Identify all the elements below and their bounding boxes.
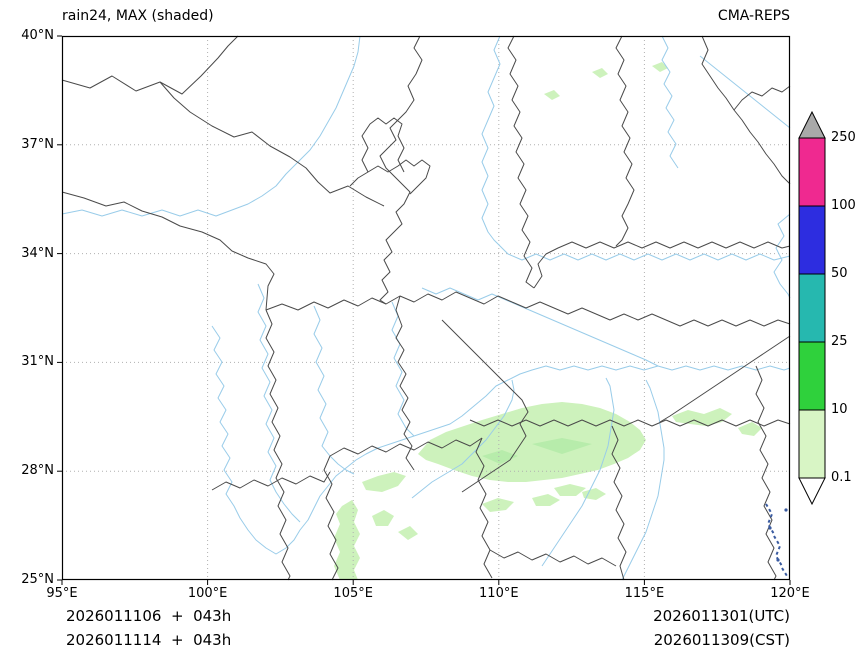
y-tick-label: 37°N [21,136,54,152]
axis-ticks [57,35,791,585]
coastline-marks [765,503,788,577]
colorbar-band-50-100 [798,205,826,275]
colorbar-band-25-50 [798,273,826,343]
x-tick-label: 105°E [333,586,373,601]
y-tick-label: 34°N [21,245,54,261]
valid-time-cst-label: 2026011309(CST) [653,631,790,649]
init-time-cst-label: 2026011114 + 043h [66,631,232,649]
init-time-utc-label: 2026011106 + 043h [66,607,232,625]
colorbar-band-10-25 [798,341,826,411]
plot-title: rain24, MAX (shaded) [62,8,214,24]
model-label: CMA-REPS [717,8,790,24]
colorbar-label: 100 [831,198,856,213]
map-background [62,36,790,580]
y-tick-label: 28°N [21,463,54,479]
colorbar-label: 25 [831,334,848,349]
x-tick-label: 115°E [624,586,665,601]
colorbar-band-0.1-10 [798,409,826,479]
y-tick-label: 31°N [21,354,54,370]
grid-lines [62,36,790,580]
colorbar-label: 10 [831,402,848,417]
x-tick-label: 110°E [479,586,519,601]
river-lines [61,35,791,581]
y-tick-label: 40°N [21,28,54,43]
colorbar-label: 50 [831,266,848,281]
x-tick-label: 95°E [46,586,78,601]
y-tick-label: 25°N [21,572,54,587]
x-tick-label: 100°E [187,586,228,601]
precipitation-shading [334,62,762,580]
map-border [61,35,791,581]
map-plot [57,35,791,585]
colorbar-band-100-250 [798,137,826,207]
valid-time-utc-label: 2026011301(UTC) [653,607,790,625]
colorbar-over-arrow [798,110,826,139]
x-tick-label: 120°E [770,586,810,601]
province-boundary-lines [61,35,791,581]
colorbar [798,110,826,506]
colorbar-label: 250 [831,130,856,145]
colorbar-label: 0.1 [831,470,852,485]
colorbar-under-arrow [798,477,826,506]
